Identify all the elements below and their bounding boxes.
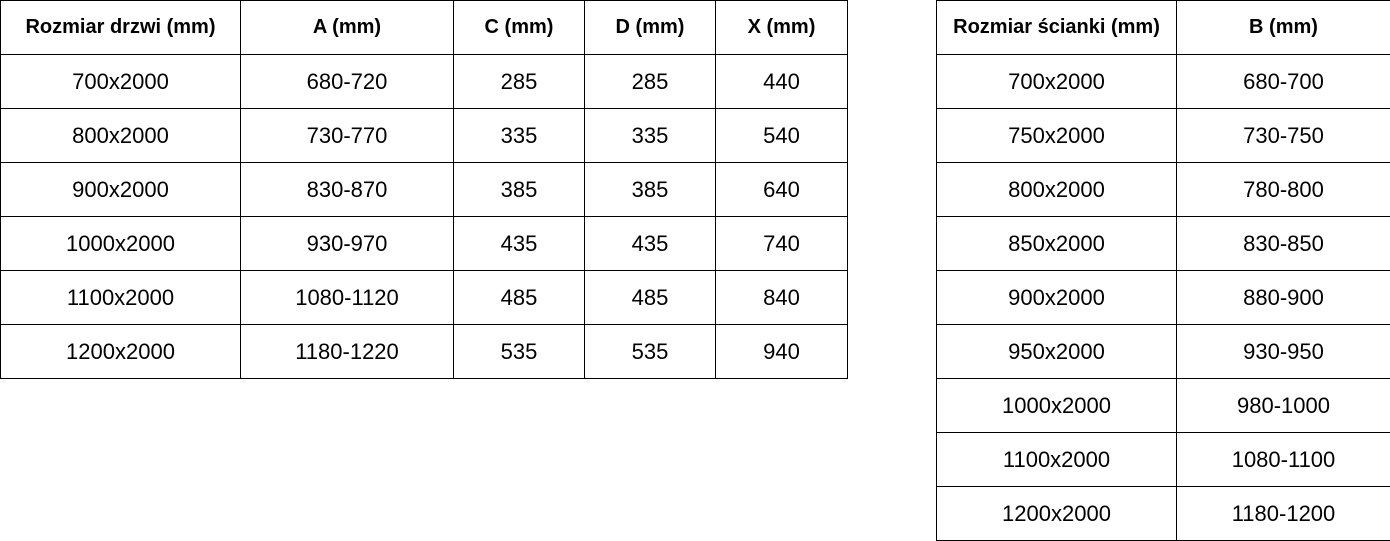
table-cell: 485 xyxy=(584,270,716,325)
table-cell: 940 xyxy=(715,324,848,379)
table-cell: 335 xyxy=(453,108,585,163)
table-cell: 385 xyxy=(584,162,716,217)
table-cell: 1100x2000 xyxy=(936,432,1177,487)
table-row: 1100x2000 1080-1120 485 485 840 xyxy=(0,270,848,325)
table-cell: 640 xyxy=(715,162,848,217)
table-cell: 440 xyxy=(715,54,848,109)
table-row: 1100x2000 1080-1100 xyxy=(936,432,1390,487)
table-cell: 840 xyxy=(715,270,848,325)
table-row: 900x2000 880-900 xyxy=(936,270,1390,325)
table-cell: 385 xyxy=(453,162,585,217)
table-row: 700x2000 680-700 xyxy=(936,54,1390,109)
table-cell: 485 xyxy=(453,270,585,325)
table-cell: 1180-1200 xyxy=(1176,486,1390,541)
table-cell: 800x2000 xyxy=(936,162,1177,217)
table-cell: 950x2000 xyxy=(936,324,1177,379)
table-row: 700x2000 680-720 285 285 440 xyxy=(0,54,848,109)
table-cell: 900x2000 xyxy=(0,162,241,217)
table-row: 800x2000 730-770 335 335 540 xyxy=(0,108,848,163)
table-cell: 700x2000 xyxy=(936,54,1177,109)
header-row: Rozmiar drzwi (mm) A (mm) C (mm) D (mm) X (m… xyxy=(0,0,848,55)
door-size-table: Rozmiar drzwi (mm) A (mm) C (mm) D (mm) X (m… xyxy=(0,0,848,379)
table-cell: 335 xyxy=(584,108,716,163)
column-header: X (mm) xyxy=(715,0,848,55)
table-cell: 435 xyxy=(584,216,716,271)
table-cell: 680-720 xyxy=(240,54,454,109)
table-cell: 285 xyxy=(453,54,585,109)
table-cell: 750x2000 xyxy=(936,108,1177,163)
table-cell: 535 xyxy=(453,324,585,379)
table-row: 1000x2000 930-970 435 435 740 xyxy=(0,216,848,271)
table-row: 1200x2000 1180-1200 xyxy=(936,486,1390,541)
table-cell: 1000x2000 xyxy=(936,378,1177,433)
table-row: 800x2000 780-800 xyxy=(936,162,1390,217)
table-cell: 780-800 xyxy=(1176,162,1390,217)
table-cell: 730-770 xyxy=(240,108,454,163)
table-cell: 900x2000 xyxy=(936,270,1177,325)
table-cell: 850x2000 xyxy=(936,216,1177,271)
table-cell: 740 xyxy=(715,216,848,271)
table-cell: 1100x2000 xyxy=(0,270,241,325)
table-cell: 285 xyxy=(584,54,716,109)
column-header: A (mm) xyxy=(240,0,454,55)
table-cell: 1080-1100 xyxy=(1176,432,1390,487)
table-cell: 930-950 xyxy=(1176,324,1390,379)
table-cell: 680-700 xyxy=(1176,54,1390,109)
table-cell: 880-900 xyxy=(1176,270,1390,325)
table-cell: 1000x2000 xyxy=(0,216,241,271)
table-cell: 830-870 xyxy=(240,162,454,217)
column-header: Rozmiar ścianki (mm) xyxy=(936,0,1177,55)
table-cell: 435 xyxy=(453,216,585,271)
table-cell: 980-1000 xyxy=(1176,378,1390,433)
column-header: B (mm) xyxy=(1176,0,1390,55)
table-cell: 540 xyxy=(715,108,848,163)
table-cell: 730-750 xyxy=(1176,108,1390,163)
column-header: Rozmiar drzwi (mm) xyxy=(0,0,241,55)
table-row: 1200x2000 1180-1220 535 535 940 xyxy=(0,324,848,379)
table-cell: 700x2000 xyxy=(0,54,241,109)
column-header: C (mm) xyxy=(453,0,585,55)
header-row: Rozmiar ścianki (mm) B (mm) xyxy=(936,0,1390,55)
table-row: 1000x2000 980-1000 xyxy=(936,378,1390,433)
table-cell: 1180-1220 xyxy=(240,324,454,379)
wall-size-table: Rozmiar ścianki (mm) B (mm) 700x2000 680-7… xyxy=(936,0,1390,541)
table-cell: 1200x2000 xyxy=(0,324,241,379)
table-cell: 930-970 xyxy=(240,216,454,271)
table-cell: 830-850 xyxy=(1176,216,1390,271)
table-row: 900x2000 830-870 385 385 640 xyxy=(0,162,848,217)
table-cell: 535 xyxy=(584,324,716,379)
table-row: 850x2000 830-850 xyxy=(936,216,1390,271)
table-cell: 1200x2000 xyxy=(936,486,1177,541)
column-header: D (mm) xyxy=(584,0,716,55)
table-cell: 800x2000 xyxy=(0,108,241,163)
table-cell: 1080-1120 xyxy=(240,270,454,325)
table-row: 950x2000 930-950 xyxy=(936,324,1390,379)
table-row: 750x2000 730-750 xyxy=(936,108,1390,163)
